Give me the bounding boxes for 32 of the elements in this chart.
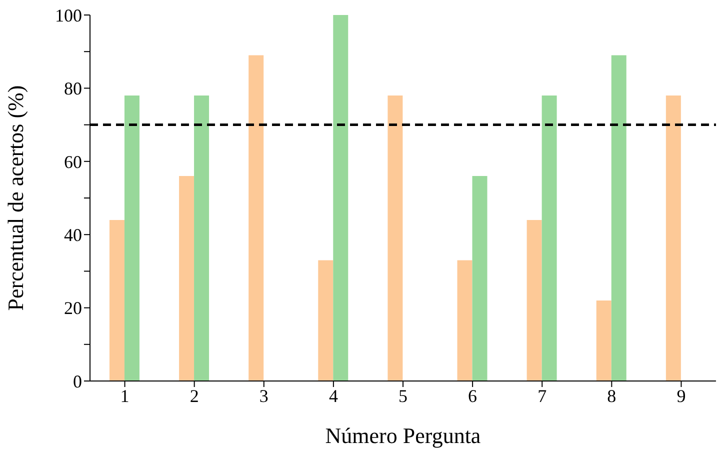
- x-tick-label: 7: [538, 386, 547, 406]
- bar: [179, 176, 194, 381]
- bar: [611, 55, 626, 381]
- y-tick-label: 20: [64, 298, 82, 318]
- y-tick-label: 60: [64, 152, 82, 172]
- bar: [542, 96, 557, 381]
- y-tick-label: 0: [73, 371, 82, 392]
- bar: [109, 220, 124, 381]
- x-tick-label: 2: [190, 386, 199, 406]
- bar: [318, 260, 334, 381]
- x-tick-label: 8: [607, 386, 616, 406]
- bar: [124, 96, 140, 381]
- y-tick-label: 80: [64, 78, 82, 99]
- x-tick-label: 4: [328, 386, 338, 406]
- y-tick-label: 100: [55, 5, 82, 26]
- x-tick-label: 6: [468, 386, 478, 406]
- bar: [248, 55, 264, 381]
- bar: [194, 96, 210, 381]
- bar: [596, 300, 612, 381]
- bar: [666, 96, 681, 381]
- y-axis-title: Percentual de acertos (%): [2, 85, 28, 311]
- x-tick-label: 5: [398, 386, 408, 406]
- x-axis-title: Número Pergunta: [325, 423, 481, 448]
- bar: [457, 260, 472, 381]
- y-tick-label: 40: [64, 224, 82, 245]
- x-tick-label: 9: [676, 386, 686, 406]
- bar: [388, 96, 403, 381]
- bar: [472, 176, 488, 381]
- x-tick-label: 1: [120, 386, 130, 406]
- bar: [333, 15, 348, 381]
- x-tick-label: 3: [259, 386, 268, 406]
- bar: [526, 220, 542, 381]
